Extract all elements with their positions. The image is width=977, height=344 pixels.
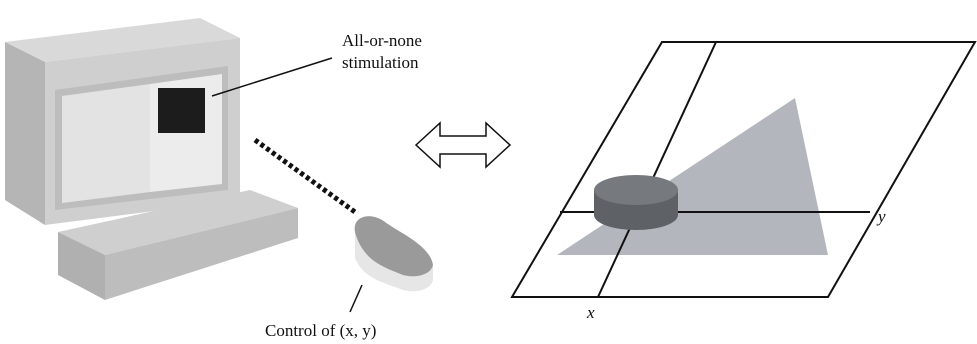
stimulus-square [158, 88, 205, 133]
label-line-1: All-or-none [342, 31, 422, 50]
mouse [355, 216, 433, 291]
control-label: Control of (x, y) [265, 321, 376, 340]
page: {"labels": {"stimulation": ["All-or-none… [0, 0, 977, 344]
axis-y-label: y [876, 207, 886, 226]
label-line-2: stimulation [342, 53, 419, 72]
diagram: All-or-none stimulation Control of (x, y… [0, 0, 977, 344]
pointer-line [350, 285, 362, 312]
axis-x-label: x [586, 303, 595, 322]
double-arrow [416, 123, 510, 167]
stimulus-triangle [557, 98, 828, 255]
monitor [5, 18, 240, 225]
electrode [594, 175, 678, 230]
